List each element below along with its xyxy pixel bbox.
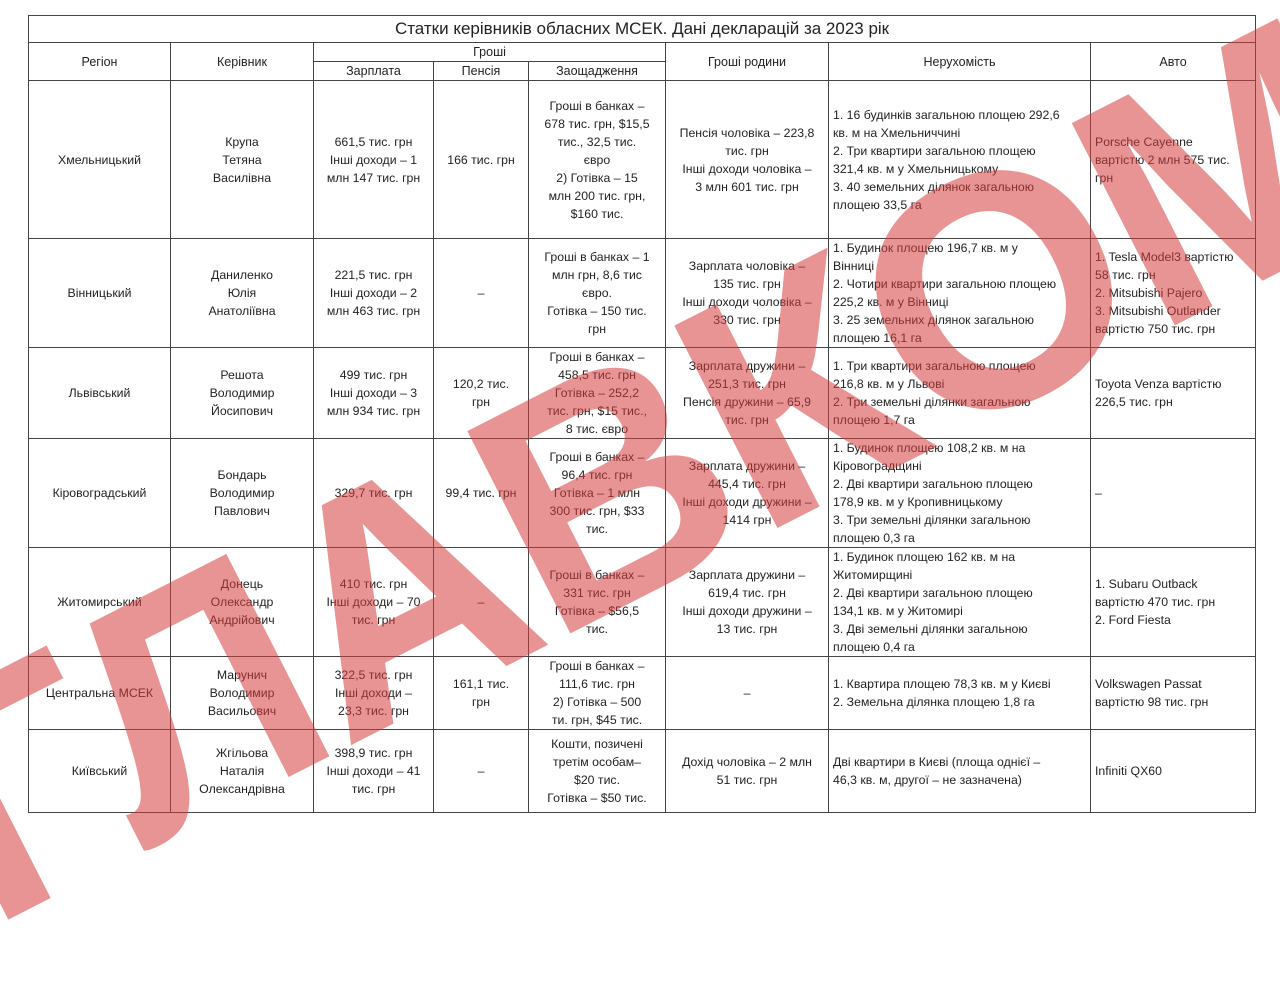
cell-real-estate: 1. Будинок площею 196,7 кв. м у Вінниці … (828, 238, 1091, 348)
table-row: Житомирський Донець Олександр Андрійович 4… (28, 547, 1257, 657)
cell-head: Донець Олександр Андрійович (170, 547, 314, 657)
cell-head: Решота Володимир Йосипович (170, 347, 314, 439)
cell-family: Зарплата дружини – 445,4 тис. грн Інші д… (665, 438, 829, 548)
cell-head: Крупа Тетяна Василівна (170, 80, 314, 239)
cell-real-estate: 1. Будинок площею 162 кв. м на Житомирщи… (828, 547, 1091, 657)
header-money: Гроші (313, 42, 666, 62)
cell-salary: 398,9 тис. грн Інші доходи – 41 тис. грн (313, 729, 434, 813)
table-row: Львівський Решота Володимир Йосипович 499 … (28, 347, 1257, 439)
cell-family: Зарплата чоловіка – 135 тис. грн Інші до… (665, 238, 829, 348)
cell-auto: 1. Subaru Outback вартістю 470 тис. грн … (1089, 547, 1257, 657)
cell-head: Даниленко Юлія Анатоліївна (170, 238, 314, 348)
cell-region: Хмельницький (28, 80, 171, 239)
cell-family: Пенсія чоловіка – 223,8 тис. грн Інші до… (665, 80, 829, 239)
cell-savings: Гроші в банках – 111,6 тис. грн 2) Готів… (528, 656, 666, 730)
cell-savings: Гроші в банках – 96,4 тис. грн Готівка –… (528, 438, 666, 548)
cell-pension: – (433, 729, 529, 813)
cell-region: Центральна МСЕК (28, 656, 171, 730)
cell-savings: Гроші в банках – 678 тис. грн, $15,5 тис… (528, 80, 666, 239)
cell-salary: 322,5 тис. грн Інші доходи – 23,3 тис. г… (313, 656, 434, 730)
cell-savings: Кошти, позичені третім особам– $20 тис. … (528, 729, 666, 813)
cell-auto: Volkswagen Passat вартістю 98 тис. грн (1089, 656, 1257, 730)
cell-region: Вінницький (28, 238, 171, 348)
cell-salary: 661,5 тис. грн Інші доходи – 1 млн 147 т… (313, 80, 434, 239)
table-row: Хмельницький Крупа Тетяна Василівна 661,5 … (28, 80, 1257, 239)
header-pension: Пенсія (433, 61, 529, 81)
table-row: Кіровоградський Бондарь Володимир Павлови… (28, 438, 1257, 548)
header-region: Регіон (28, 42, 171, 81)
cell-head: Жгільова Наталія Олександрівна (170, 729, 314, 813)
cell-auto: 1. Tesla Model3 вартістю 58 тис. грн 2. … (1089, 238, 1257, 348)
cell-head: Марунич Володимир Васильович (170, 656, 314, 730)
header-savings: Заощадження (528, 61, 666, 81)
cell-pension: 120,2 тис. грн (433, 347, 529, 439)
header-real-estate: Нерухомість (828, 42, 1091, 81)
table-title: Статки керівників обласних МСЕК. Дані де… (27, 15, 1257, 43)
header-auto: Авто (1089, 42, 1257, 81)
cell-family: Дохід чоловіка – 2 млн 51 тис. грн (665, 729, 829, 813)
cell-real-estate: 1. Квартира площею 78,3 кв. м у Києві 2.… (828, 656, 1091, 730)
table-row: Київський Жгільова Наталія Олександрівна 3… (28, 729, 1257, 813)
cell-real-estate: Дві квартири в Києві (площа однієї – 46,… (828, 729, 1091, 813)
cell-family: Зарплата дружини – 619,4 тис. грн Інші д… (665, 547, 829, 657)
cell-auto: Toyota Venza вартістю 226,5 тис. грн (1089, 347, 1257, 439)
cell-pension: – (433, 547, 529, 657)
cell-real-estate: 1. Будинок площею 108,2 кв. м на Кіровог… (828, 438, 1091, 548)
cell-auto: Porsche Cayenne вартістю 2 млн 575 тис. … (1089, 80, 1257, 239)
assets-table: Статки керівників обласних МСЕК. Дані де… (27, 15, 1257, 813)
cell-auto: – (1089, 438, 1257, 548)
cell-savings: Гроші в банках – 458,5 тис. грн Готівка … (528, 347, 666, 439)
cell-region: Житомирський (28, 547, 171, 657)
cell-pension: – (433, 238, 529, 348)
header-head: Керівник (170, 42, 314, 81)
cell-real-estate: 1. 16 будинків загальною площею 292,6 кв… (828, 80, 1091, 239)
cell-head: Бондарь Володимир Павлович (170, 438, 314, 548)
cell-savings: Гроші в банках – 1 млн грн, 8,6 тис євро… (528, 238, 666, 348)
cell-pension: 161,1 тис. грн (433, 656, 529, 730)
table-row: Центральна МСЕК Марунич Володимир Васильо… (28, 656, 1257, 730)
cell-family: Зарплата дружини – 251,3 тис. грн Пенсія… (665, 347, 829, 439)
cell-salary: 410 тис. грн Інші доходи – 70 тис. грн (313, 547, 434, 657)
header-salary: Зарплата (313, 61, 434, 81)
cell-pension: 166 тис. грн (433, 80, 529, 239)
header-family-money: Гроші родини (665, 42, 829, 81)
cell-region: Львівський (28, 347, 171, 439)
cell-family: – (665, 656, 829, 730)
cell-region: Кіровоградський (28, 438, 171, 548)
cell-salary: 329,7 тис. грн (313, 438, 434, 548)
cell-region: Київський (28, 729, 171, 813)
cell-salary: 221,5 тис. грн Інші доходи – 2 млн 463 т… (313, 238, 434, 348)
cell-auto: Infiniti QX60 (1089, 729, 1257, 813)
table-row: Вінницький Даниленко Юлія Анатоліївна 221,… (28, 238, 1257, 348)
cell-real-estate: 1. Три квартири загальною площею 216,8 к… (828, 347, 1091, 439)
cell-savings: Гроші в банках – 331 тис. грн Готівка – … (528, 547, 666, 657)
cell-pension: 99,4 тис. грн (433, 438, 529, 548)
cell-salary: 499 тис. грн Інші доходи – 3 млн 934 тис… (313, 347, 434, 439)
